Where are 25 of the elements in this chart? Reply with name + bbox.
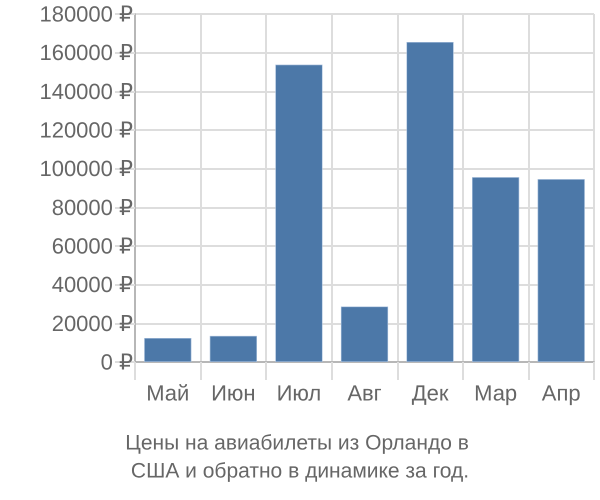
y-tick-label: 20000 ₽ xyxy=(52,310,133,336)
y-tick-label: 60000 ₽ xyxy=(52,234,133,258)
bar xyxy=(210,336,257,362)
y-tick-label: 140000 ₽ xyxy=(39,78,133,104)
x-tick-label: Май xyxy=(146,380,190,406)
y-tick-label: 80000 ₽ xyxy=(52,194,133,220)
x-tick-label: Дек xyxy=(412,380,449,406)
y-tick-label: 180000 ₽ xyxy=(39,2,133,26)
x-tick-label: Апр xyxy=(542,380,581,406)
x-tick-label: Июл xyxy=(276,380,322,406)
text: Цены на авиабилеты из Орландо в США и обратно в динамике за год. xyxy=(125,432,475,482)
y-tick-label: 100000 ₽ xyxy=(39,156,133,182)
bar xyxy=(472,177,520,362)
x-tick-label: Авг xyxy=(347,380,382,406)
bar xyxy=(538,179,585,362)
y-tick-label: 40000 ₽ xyxy=(52,272,133,298)
bar xyxy=(340,306,388,362)
y-tick-label: 120000 ₽ xyxy=(39,118,133,142)
y-tick-label: 160000 ₽ xyxy=(39,40,133,66)
x-tick-label: Июн xyxy=(211,380,256,406)
bar xyxy=(275,64,323,362)
bar xyxy=(144,338,192,362)
x-tick-label: Мар xyxy=(474,380,518,406)
bar xyxy=(406,42,454,362)
y-tick-label: 0 ₽ xyxy=(100,350,133,374)
